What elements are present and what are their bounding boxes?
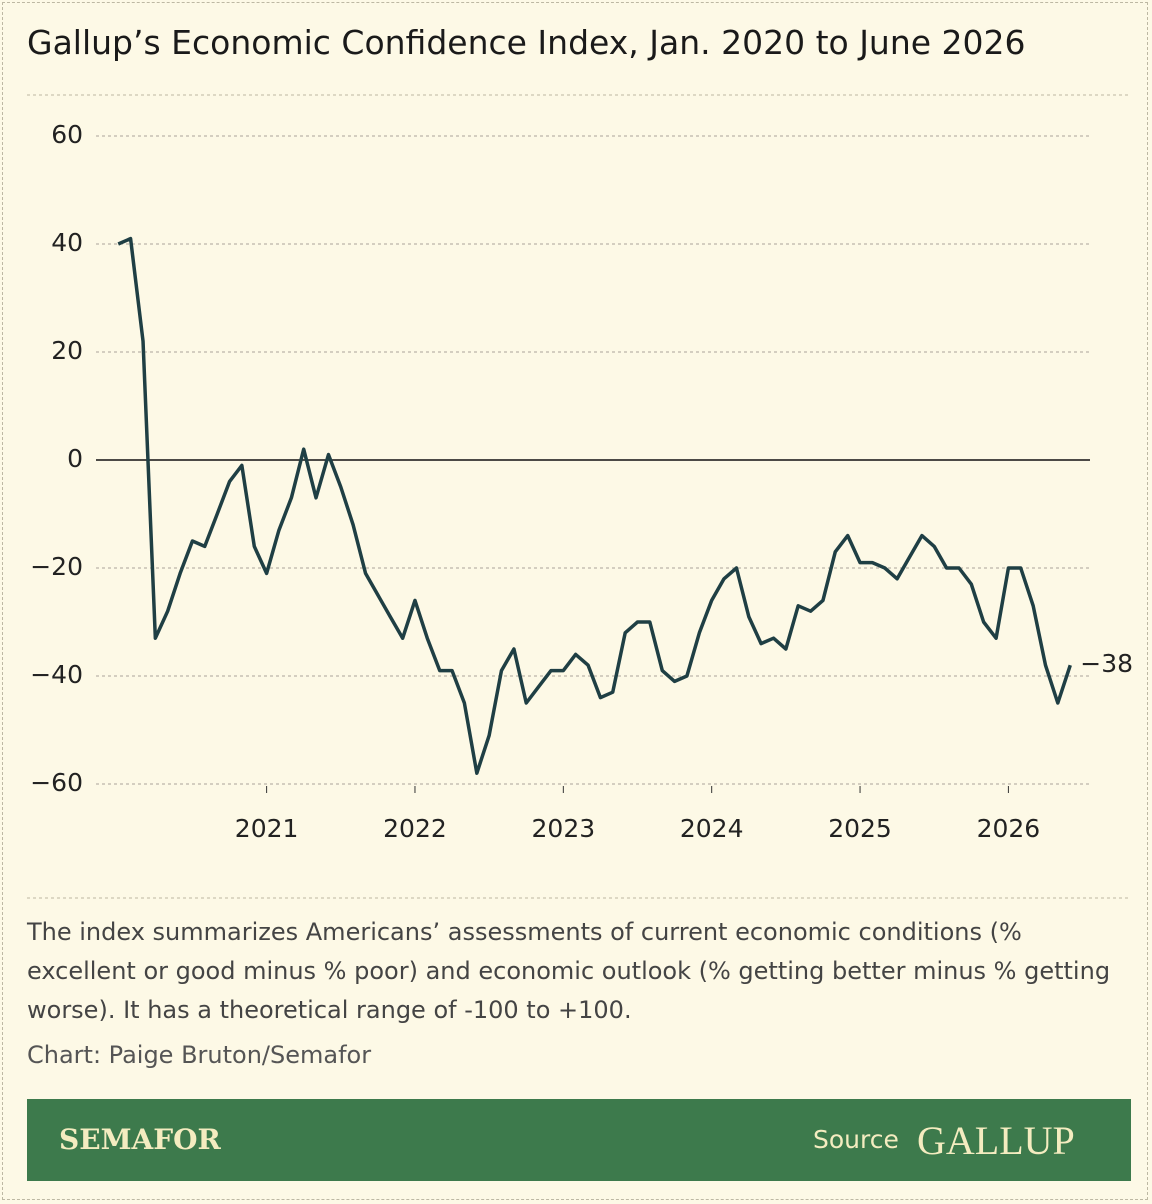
x-tick-label: 2023 (532, 814, 596, 843)
y-tick-label: −60 (30, 768, 83, 797)
x-tick-label: 2024 (680, 814, 744, 843)
y-tick-label: −20 (30, 552, 83, 581)
x-tick-label: 2022 (383, 814, 447, 843)
y-tick-label: 20 (51, 336, 83, 365)
data-line (117, 236, 1072, 775)
brand: SEMAFOR (59, 1123, 221, 1156)
footer: SEMAFOR Source GALLUP (27, 1099, 1131, 1181)
y-tick-label: −40 (30, 660, 83, 689)
chart-title: Gallup’s Economic Confidence Index, Jan.… (27, 23, 1026, 62)
chart: −60 −40 −20 0 20 40 60 2021 2022 2023 2024 2025 2026… (27, 94, 1133, 899)
y-tick-label: 60 (51, 120, 83, 149)
source: GALLUP (917, 1118, 1075, 1163)
y-tick-label: 40 (51, 228, 83, 257)
note: The index summarizes Americans’ assessme… (27, 918, 1111, 1024)
x-tick-label: 2021 (235, 814, 299, 843)
source-label: Source (813, 1125, 899, 1154)
credit: Chart: Paige Bruton/Semafor (27, 1041, 372, 1069)
end-label: −38 (1080, 649, 1133, 678)
x-tick-label: 2025 (828, 814, 892, 843)
y-tick-label: 0 (67, 444, 83, 473)
x-tick-label: 2026 (977, 814, 1041, 843)
